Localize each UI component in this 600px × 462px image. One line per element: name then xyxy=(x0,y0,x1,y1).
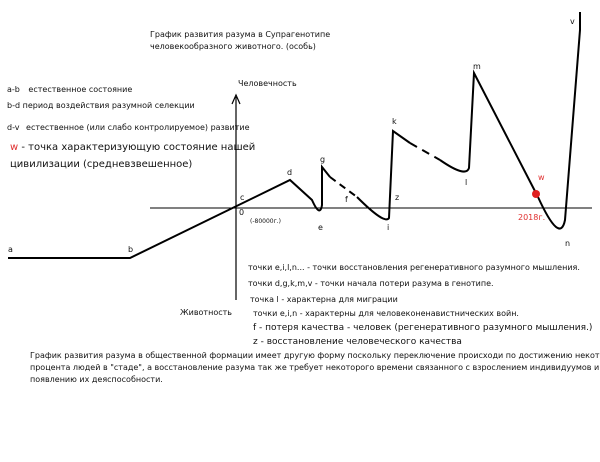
legend-item: b-d период воздействия разумной селекции xyxy=(7,101,195,110)
note: точки e,i,l,n... - точки восстановления … xyxy=(248,263,580,272)
legend-text: цивилизации (средневзвешенное) xyxy=(10,159,192,170)
curve-segment xyxy=(356,129,411,221)
legend-key: d-v xyxy=(7,123,20,132)
legend-item: d-v естественное (или слабо контролируем… xyxy=(7,123,250,132)
point-label: g xyxy=(320,155,325,164)
point-label: c xyxy=(240,193,244,202)
point-label: k xyxy=(392,117,397,126)
axis-label: Животность xyxy=(180,308,232,317)
curve-segment xyxy=(8,164,331,259)
legend-key: w xyxy=(10,142,18,153)
marker-label: w xyxy=(538,173,545,182)
point-label: f xyxy=(345,195,348,204)
point-label: a xyxy=(8,245,13,254)
point-label: m xyxy=(473,62,481,71)
origin-date: (-80000г.) xyxy=(250,218,281,225)
point-label: n xyxy=(565,239,570,248)
axis-label: Человечность xyxy=(238,79,297,88)
axis-arrow xyxy=(231,93,241,105)
point-label: d xyxy=(287,168,292,177)
legend-item: a-b естественное состояние xyxy=(7,85,132,94)
footer-text: График развития разума в общественной фо… xyxy=(30,351,600,360)
point-label: i xyxy=(387,223,389,232)
note: точка l - характерна для миграции xyxy=(250,295,398,304)
legend-key: a-b xyxy=(7,85,20,94)
legend-item: w - точка характеризующую состояние наше… xyxy=(10,142,255,153)
footer-text: появлению их деяспособности. xyxy=(30,375,163,384)
note: z - восстановление человеческого качеств… xyxy=(253,337,462,347)
curve-dashed xyxy=(409,142,441,161)
legend-key: b-d xyxy=(7,101,20,110)
point-label: e xyxy=(318,223,323,232)
legend-text: период воздействия разумной селекции xyxy=(23,101,195,110)
footer-text: процента людей в "стаде", а восстановлен… xyxy=(30,363,599,372)
marker-year: 2018г. xyxy=(518,213,545,222)
curve-dashed xyxy=(329,176,358,198)
marker-point xyxy=(532,190,540,198)
note: точки e,i,n - характерны для человеконен… xyxy=(253,309,519,318)
title: График развития разума в Супрагенотипе xyxy=(150,30,330,39)
note: f - потеря качества - человек (регенерат… xyxy=(253,323,592,333)
point-label: l xyxy=(465,178,467,187)
legend-text: - точка характеризующую состояние нашей xyxy=(21,142,255,153)
development-curve xyxy=(8,12,581,259)
point-label: v xyxy=(570,17,575,26)
legend-text: естественное (или слабо контролируемое) … xyxy=(26,123,250,132)
point-label: b xyxy=(128,245,133,254)
point-label: z xyxy=(395,193,399,202)
title: человекообразного животного. (особь) xyxy=(150,42,316,51)
legend-text: естественное состояние xyxy=(28,85,132,94)
note: точки d,g,k,m,v - точки начала потери ра… xyxy=(248,279,494,288)
origin-label: 0 xyxy=(239,208,244,217)
